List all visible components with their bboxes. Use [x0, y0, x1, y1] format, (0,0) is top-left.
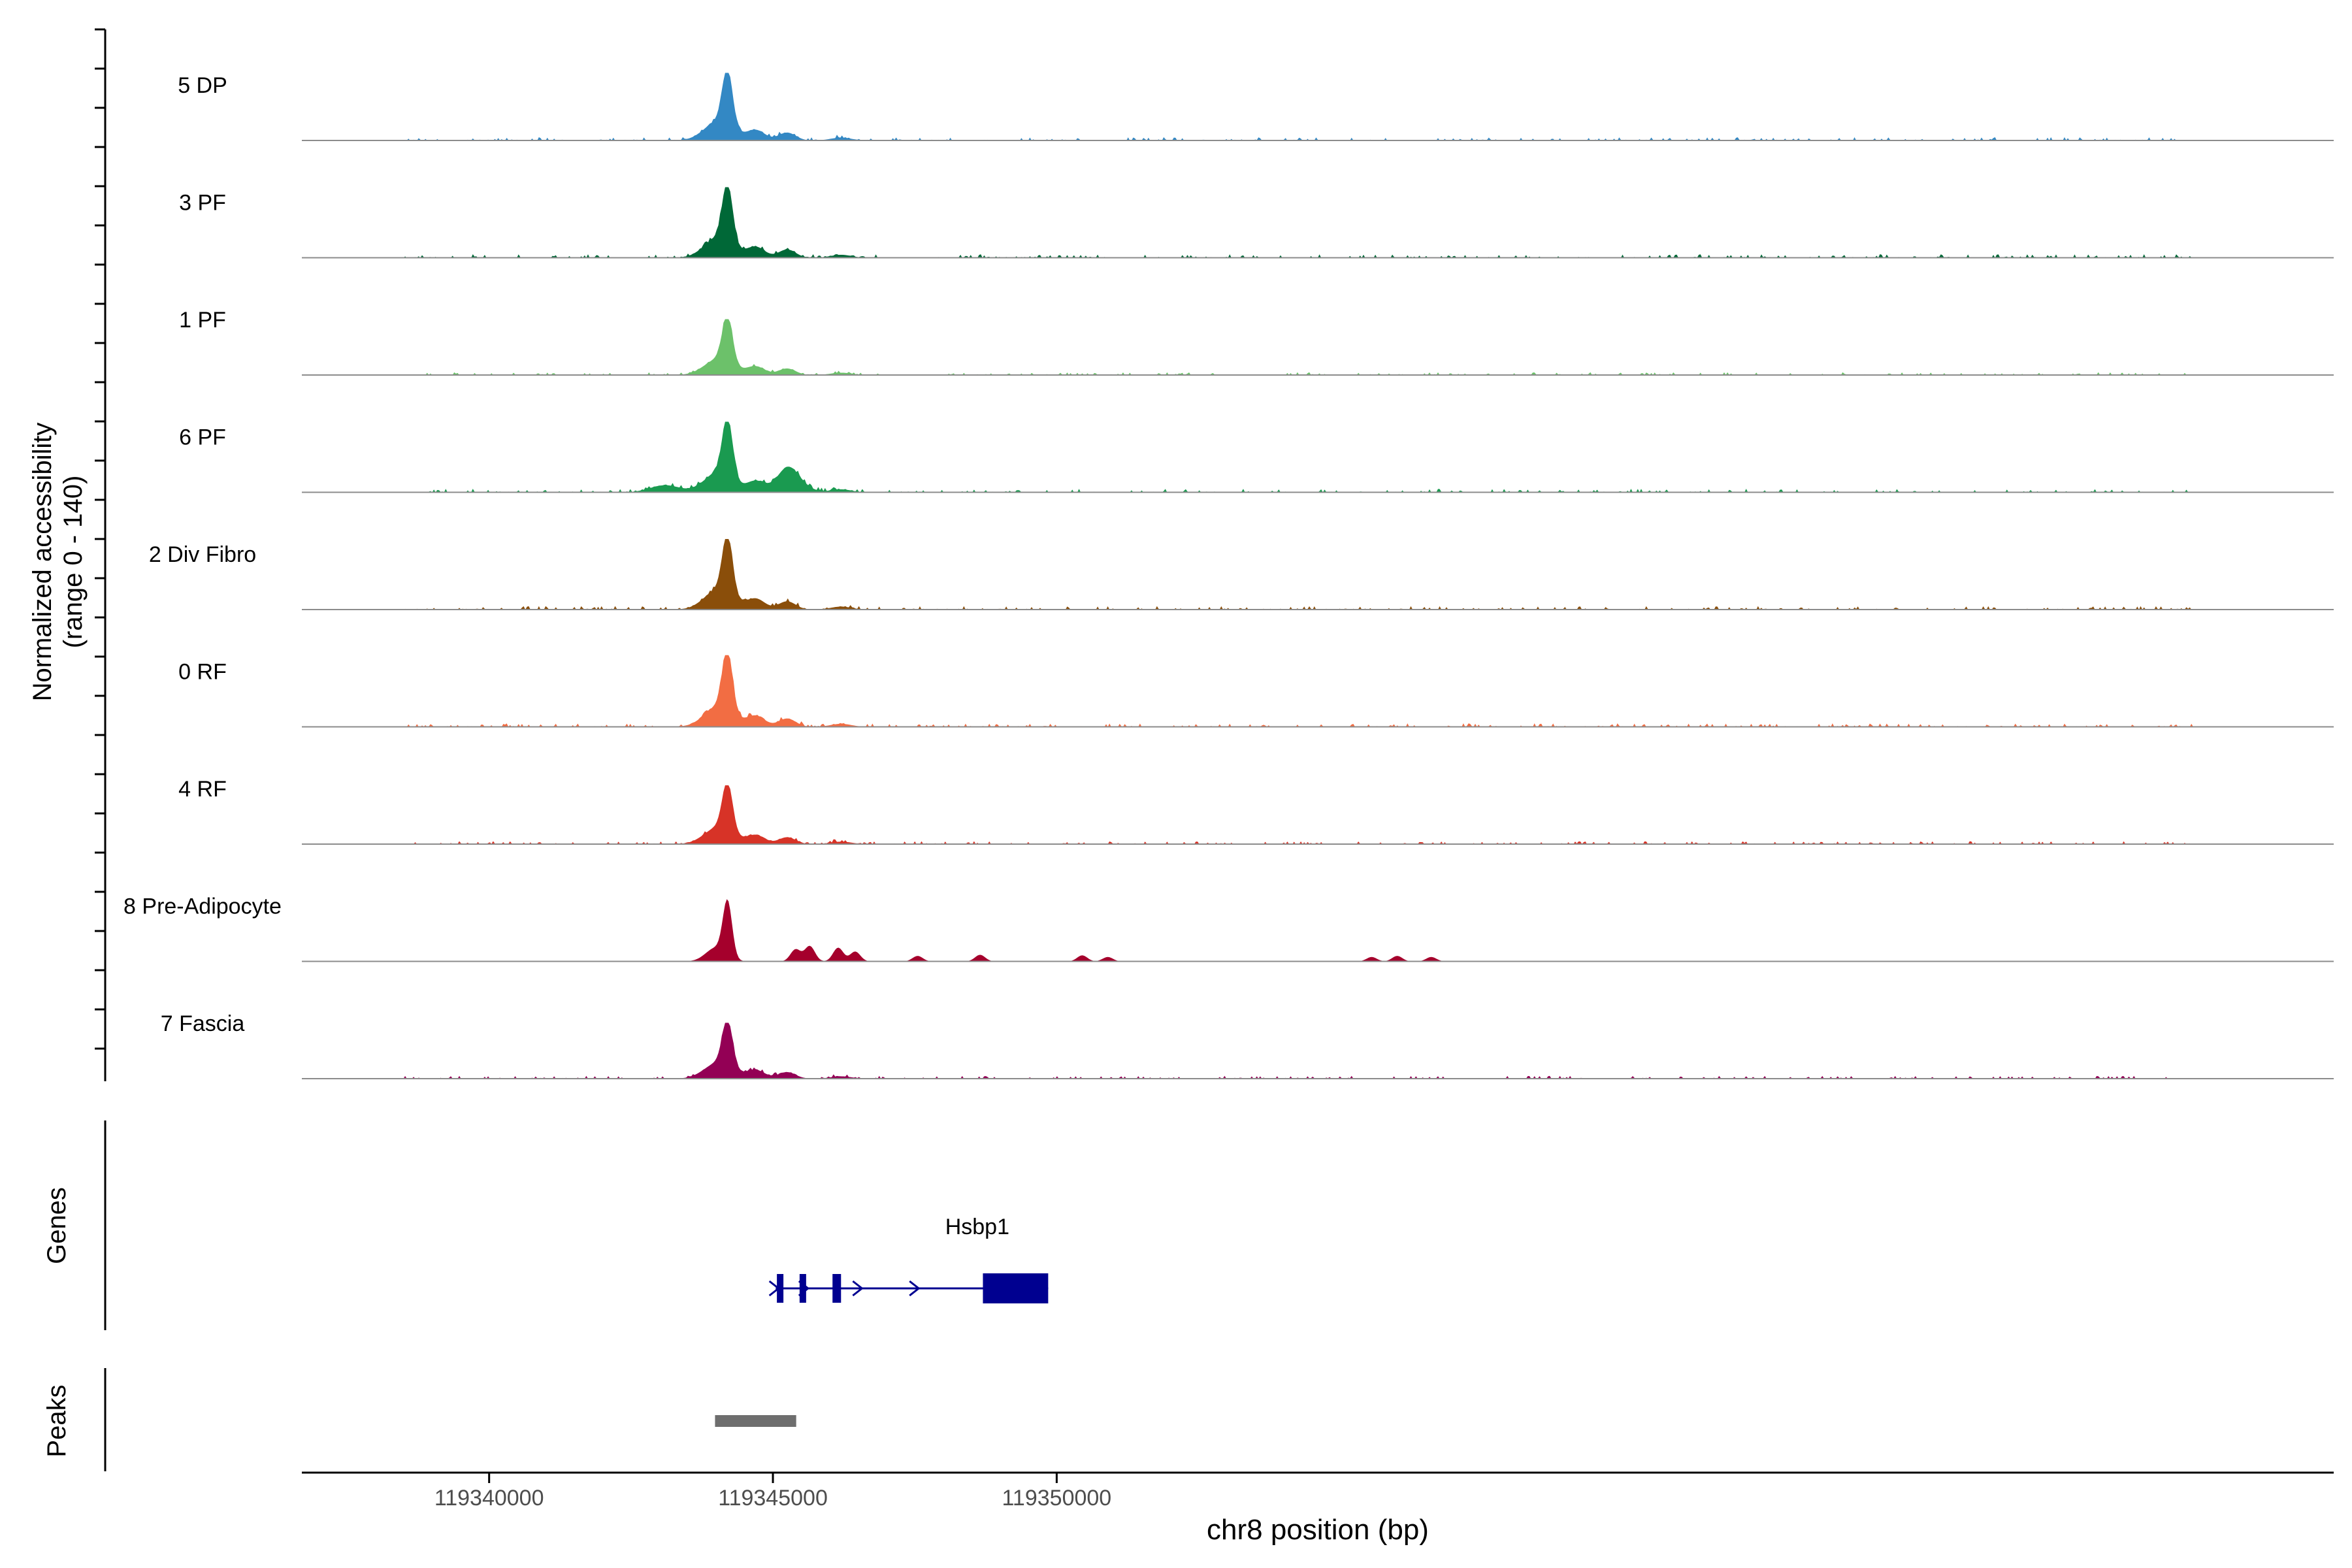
coverage-area	[302, 539, 2334, 610]
peak-bar	[715, 1415, 796, 1427]
accessibility-axis-ticks	[95, 28, 105, 1050]
coverage-area	[302, 899, 2334, 962]
track-label: 5 DP	[178, 73, 227, 98]
coverage-area	[302, 421, 2334, 493]
genes-track-label: Genes	[42, 1187, 71, 1264]
gene-model	[768, 1273, 1049, 1303]
gene-exon	[799, 1274, 806, 1303]
gene-exon	[777, 1274, 784, 1303]
coverage-track: 5 DP	[178, 73, 2334, 141]
track-label: 6 PF	[179, 425, 226, 450]
x-tick-label: 119345000	[718, 1486, 828, 1511]
track-label: 4 RF	[178, 777, 227, 802]
track-label: 2 Div Fibro	[149, 542, 256, 567]
x-axis-ticks: 119340000 119345000 119350000	[434, 1473, 1111, 1511]
coverage-area	[302, 73, 2334, 140]
track-label: 7 Fascia	[161, 1011, 245, 1036]
gene-name-hsbp1: Hsbp1	[945, 1215, 1009, 1239]
coverage-tracks: 5 DP 3 PF 1 PF 6 PF 2 Div Fibro 0 RF 4 RF 8 Pre…	[123, 73, 2334, 1079]
coverage-area	[302, 319, 2334, 375]
peaks-track: Peaks	[42, 1368, 796, 1471]
coverage-track: 8 Pre-Adipocyte	[123, 894, 2334, 962]
track-label: 1 PF	[179, 308, 226, 333]
x-tick-label: 119340000	[434, 1486, 544, 1511]
coverage-track: 7 Fascia	[161, 1011, 2334, 1079]
strand-arrow	[852, 1280, 864, 1297]
coverage-track: 3 PF	[179, 187, 2334, 259]
coverage-area	[302, 785, 2334, 844]
coverage-track: 6 PF	[179, 421, 2334, 493]
ylabel: Normalized accessibility	[28, 423, 57, 702]
coverage-area	[302, 187, 2334, 258]
strand-arrow	[798, 1280, 810, 1297]
gene-exon	[832, 1274, 841, 1303]
gene-exon	[983, 1273, 1049, 1303]
genomic-x-axis: 119340000 119345000 119350000 chr8 positio…	[302, 1471, 2334, 1546]
genes-track: Genes Hsbp1	[42, 1120, 1049, 1330]
xlabel: chr8 position (bp)	[1207, 1514, 1429, 1546]
coverage-track: 2 Div Fibro	[149, 539, 2334, 610]
coverage-area	[302, 655, 2334, 727]
track-label: 3 PF	[179, 191, 226, 216]
coverage-track: 1 PF	[179, 308, 2334, 376]
strand-arrow	[768, 1280, 781, 1297]
strand-arrow	[909, 1280, 921, 1297]
coverage-track: 4 RF	[178, 777, 2334, 845]
peaks-track-label: Peaks	[42, 1384, 71, 1457]
x-tick-label: 119350000	[1002, 1486, 1112, 1511]
coverage-track: 0 RF	[178, 655, 2334, 728]
accessibility-y-axis: Normalized accessibility (range 0 - 140)	[28, 28, 106, 1081]
track-label: 0 RF	[178, 660, 227, 685]
ylabel-range: (range 0 - 140)	[59, 476, 88, 649]
peak-bars	[715, 1415, 796, 1427]
coverage-area	[302, 1022, 2334, 1079]
track-label: 8 Pre-Adipocyte	[123, 894, 282, 919]
